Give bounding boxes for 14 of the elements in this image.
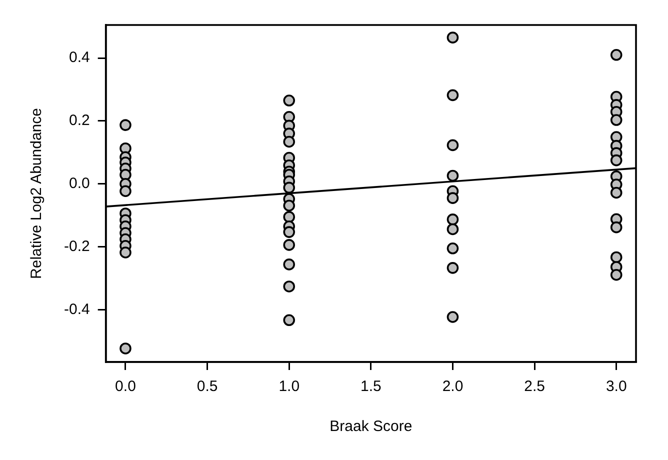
- x-axis-title: Braak Score: [330, 418, 412, 436]
- y-tick-label: 0.2: [68, 112, 90, 130]
- x-tick-label: 0.0: [115, 378, 136, 396]
- x-tick-label: 2.5: [524, 378, 545, 396]
- x-tick-label: 0.5: [196, 378, 218, 396]
- x-tick-label: 3.0: [606, 378, 627, 396]
- x-tick-label: 1.5: [360, 378, 382, 396]
- y-tick-label: 0.4: [68, 49, 90, 66]
- y-tick-label: -0.4: [64, 300, 90, 318]
- y-tick-label: -0.2: [64, 238, 90, 255]
- x-tick-label: 2.0: [442, 378, 464, 396]
- x-tick-label: 1.0: [278, 378, 300, 396]
- y-axis-title: Relative Log2 Abundance: [28, 108, 46, 279]
- y-tick-label: 0.0: [68, 175, 90, 192]
